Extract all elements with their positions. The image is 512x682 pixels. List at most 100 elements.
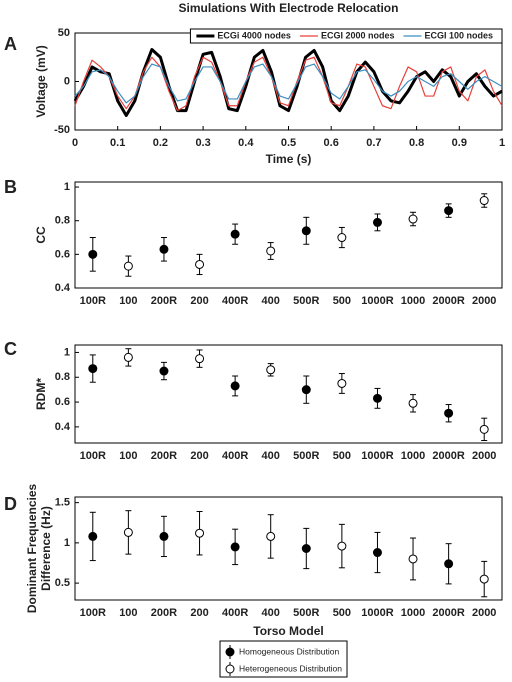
x-tick-label: 2000R: [432, 295, 464, 307]
y-tick-label: 1: [64, 537, 70, 549]
x-tick-label: 500R: [293, 450, 319, 462]
series-line: [74, 56, 503, 112]
y-axis-label: Voltage (mV): [34, 45, 48, 117]
x-tick-label: 200: [190, 450, 208, 462]
x-tick-label: 0.6: [324, 137, 339, 149]
point: [479, 574, 489, 584]
legend-label: ECGi 4000 nodes: [217, 30, 291, 40]
point: [230, 542, 240, 552]
point: [444, 408, 454, 418]
point: [195, 259, 205, 269]
point: [408, 554, 418, 564]
point: [444, 559, 454, 569]
x-tick-label: 500R: [293, 607, 319, 619]
point: [266, 246, 276, 256]
point: [372, 217, 382, 227]
x-tick-label: 0: [72, 137, 78, 149]
x-tick-label: 200R: [151, 607, 177, 619]
point: [337, 233, 347, 243]
point: [88, 364, 98, 374]
x-tick-label: 1000R: [361, 607, 393, 619]
point: [159, 244, 169, 254]
x-tick-label: 400: [262, 450, 280, 462]
legend: ECGi 4000 nodes ECGI 2000 nodes ECGI 100 n…: [189, 28, 503, 44]
x-tick-label: 1000: [401, 450, 425, 462]
y-tick-label: 50: [58, 27, 70, 39]
legend-label: Heterogeneous Distribution: [239, 663, 342, 673]
x-tick-label: 0.2: [153, 137, 168, 149]
y-axis-label: CC: [34, 226, 48, 244]
x-tick-label: 0.9: [452, 137, 467, 149]
point: [301, 385, 311, 395]
chart-title: Simulations With Electrode Relocation: [179, 1, 399, 15]
y-tick-label: 0.4: [55, 421, 71, 433]
y-tick-label: 0: [64, 75, 70, 87]
y-tick-label: 0.8: [55, 215, 70, 227]
legend-swatch: [225, 647, 235, 657]
point: [123, 527, 133, 537]
x-tick-label: 400: [262, 295, 280, 307]
point: [159, 366, 169, 376]
x-axis-label: Time (s): [266, 152, 312, 166]
x-tick-label: 100: [119, 450, 137, 462]
x-tick-label: 100R: [80, 607, 106, 619]
x-tick-label: 0.1: [110, 137, 125, 149]
x-tick-label: 1: [499, 137, 505, 149]
point: [479, 196, 489, 206]
x-tick-label: 2000R: [432, 607, 464, 619]
x-tick-label: 100R: [80, 450, 106, 462]
point: [408, 398, 418, 408]
y-tick-label: -50: [54, 124, 70, 136]
point: [88, 531, 98, 541]
point: [123, 261, 133, 271]
series-line: [73, 47, 503, 117]
y-tick-label: 1: [64, 181, 70, 193]
x-tick-label: 0.5: [281, 137, 296, 149]
x-tick-label: 500R: [293, 295, 319, 307]
legend: Homogeneous Distribution Heterogeneous Di…: [219, 640, 348, 678]
point: [195, 528, 205, 538]
x-tick-label: 200: [190, 607, 208, 619]
plot-frame: [74, 496, 503, 601]
x-axis-label: Torso Model: [253, 624, 323, 638]
x-tick-label: 500: [333, 607, 351, 619]
point: [301, 544, 311, 553]
x-tick-label: 200R: [151, 295, 177, 307]
legend-label: ECGI 100 nodes: [424, 30, 493, 40]
panel-label: C: [4, 339, 17, 359]
x-tick-label: 0.3: [195, 137, 210, 149]
y-tick-label: 1: [64, 346, 70, 358]
x-tick-label: 2000R: [432, 450, 464, 462]
y-tick-label: 0.4: [55, 282, 71, 294]
y-tick-label: 0.6: [55, 248, 70, 260]
y-tick-label: 0.5: [55, 577, 70, 589]
point: [337, 541, 347, 551]
y-axis-label: Difference (Hz): [39, 506, 53, 591]
legend-swatch: [225, 664, 235, 674]
legend-label: ECGI 2000 nodes: [321, 30, 395, 40]
x-tick-label: 100: [119, 295, 137, 307]
x-tick-label: 100R: [80, 295, 106, 307]
y-tick-label: 0.8: [55, 371, 70, 383]
x-tick-label: 400R: [222, 295, 248, 307]
x-tick-label: 1000R: [361, 295, 393, 307]
y-axis-label: RDM*: [34, 378, 48, 410]
legend-label: Homogeneous Distribution: [239, 646, 339, 656]
x-tick-label: 400: [262, 607, 280, 619]
point: [479, 424, 489, 434]
x-tick-label: 2000: [472, 450, 496, 462]
x-tick-label: 200: [190, 295, 208, 307]
panel-label: D: [4, 494, 17, 514]
x-tick-label: 0.4: [238, 137, 254, 149]
panel-label: B: [4, 177, 17, 197]
x-tick-label: 100: [119, 607, 137, 619]
x-tick-label: 2000: [472, 295, 496, 307]
x-tick-label: 400R: [222, 450, 248, 462]
point: [123, 352, 133, 362]
point: [195, 354, 205, 364]
plot-frame: [74, 344, 503, 444]
series-line: [74, 63, 503, 104]
x-tick-label: 1000R: [361, 450, 393, 462]
y-axis-label: Dominant Frequencies: [25, 483, 39, 613]
